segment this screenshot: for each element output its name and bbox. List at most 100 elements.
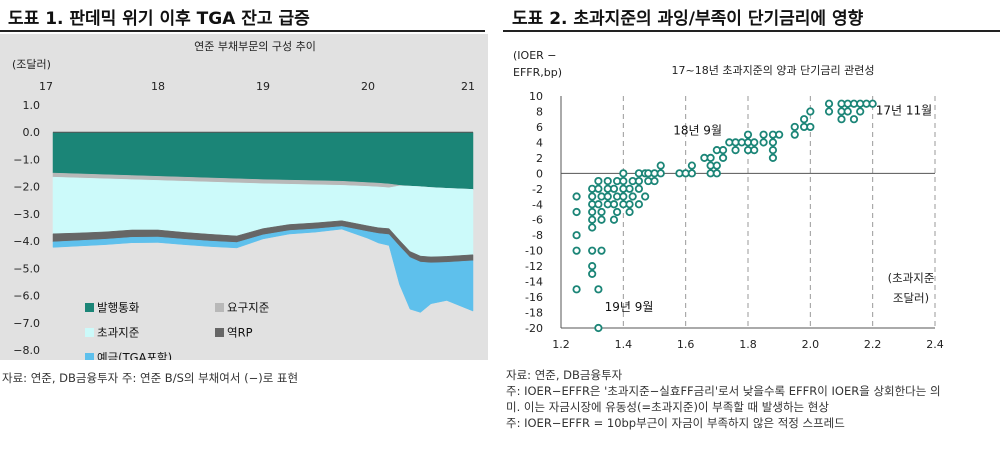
scatter-point xyxy=(572,285,581,294)
scatter-point xyxy=(768,153,778,162)
right-x-tick: 2.0 xyxy=(802,338,820,351)
right-y-tick: 2 xyxy=(536,152,543,165)
scatter-point xyxy=(619,176,628,186)
scatter-point xyxy=(712,169,721,178)
scatter-point xyxy=(619,169,628,178)
right-note-line-1: 자료: 연준, DB금융투자 xyxy=(506,368,623,382)
right-y-tick: -20 xyxy=(525,322,543,335)
right-x-unit-label-line1: (초과지준 xyxy=(888,271,935,285)
scatter-point xyxy=(743,130,753,139)
left-y-tick: −1.0 xyxy=(13,153,40,166)
left-legend-swatch xyxy=(215,303,224,312)
left-panel-title: 도표 1. 판데믹 위기 이후 TGA 잔고 급증 xyxy=(8,9,310,29)
left-y-tick: −7.0 xyxy=(13,317,40,330)
scatter-point xyxy=(799,115,809,124)
scatter-point xyxy=(609,215,619,224)
left-chart-title: 연준 부채부문의 구성 추이 xyxy=(194,40,316,53)
scatter-point xyxy=(634,176,644,186)
right-note-line-4: 주: IOER−EFFR = 10bp부근이 자금이 부족하지 않은 적정 스프… xyxy=(506,416,845,430)
scatter-point xyxy=(588,192,597,201)
scatter-point xyxy=(625,184,634,193)
right-y-tick-labels: 10 8 6 4 2 0 -2 -4 -6 -8 -10 -12 -14 -16 -18 -20 xyxy=(525,90,543,335)
right-plot-background xyxy=(503,34,997,360)
scatter-point xyxy=(775,130,784,139)
right-y-tick: -16 xyxy=(525,291,543,304)
left-title-rule xyxy=(0,30,485,32)
scatter-point xyxy=(628,192,637,201)
right-x-tick: 1.8 xyxy=(739,338,757,351)
right-source-notes: 자료: 연준, DB금융투자 주: IOER−EFFR은 '초과지준−실효FF금… xyxy=(506,367,998,431)
left-area-chart: 연준 부채부문의 구성 추이 (조달러) 17 18 19 20 21 1.0 0.0 −1… xyxy=(0,34,488,360)
right-chart-title: 17~18년 초과지준의 양과 단기금리 관련성 xyxy=(672,64,875,77)
left-legend-swatch xyxy=(85,328,94,337)
scatter-point xyxy=(619,192,628,201)
right-scatter-points xyxy=(572,99,877,333)
scatter-point xyxy=(790,130,799,139)
left-y-tick: −6.0 xyxy=(13,290,40,303)
scatter-point xyxy=(868,99,877,108)
right-annotation: 19년 9월 xyxy=(605,300,654,314)
left-y-tick: −4.0 xyxy=(13,235,40,248)
right-y-unit-label-line2: EFFR,bp) xyxy=(513,66,562,79)
scatter-point xyxy=(594,285,603,294)
scatter-point xyxy=(588,269,597,278)
left-y-tick: −8.0 xyxy=(13,344,40,357)
scatter-point xyxy=(625,207,634,217)
right-annotation: 17년 11월 xyxy=(876,104,932,118)
scatter-point xyxy=(768,146,778,155)
scatter-point xyxy=(731,146,740,155)
scatter-point xyxy=(750,146,759,155)
left-x-tick-labels: 17 18 19 20 21 xyxy=(39,80,475,93)
left-y-tick: 0.0 xyxy=(23,126,41,139)
right-y-tick: -2 xyxy=(532,183,543,196)
right-y-tick: 4 xyxy=(536,136,543,149)
right-y-tick: -12 xyxy=(525,260,543,273)
scatter-point xyxy=(597,246,606,255)
scatter-point xyxy=(759,130,768,139)
left-area-예금(TGA포함) xyxy=(52,226,474,313)
scatter-point xyxy=(594,176,603,186)
scatter-point xyxy=(790,122,799,132)
right-annotation: 18년 9월 xyxy=(673,124,722,138)
left-y-tick-labels: 1.0 0.0 −1.0 −2.0 −3.0 −4.0 −5.0 −6.0 −7.0 −8.0 xyxy=(13,99,40,357)
right-x-tick-labels: 1.2 1.4 1.6 1.8 2.0 2.2 2.4 xyxy=(552,338,944,351)
right-y-tick: -18 xyxy=(525,307,543,320)
scatter-point xyxy=(759,138,768,147)
scatter-point xyxy=(594,184,603,193)
left-legend-swatch xyxy=(215,328,224,337)
scatter-point xyxy=(768,138,778,147)
scatter-point xyxy=(806,122,815,132)
right-x-unit-label-line2: 조달러) xyxy=(893,291,929,305)
right-y-tick: 8 xyxy=(536,105,543,118)
scatter-point xyxy=(641,192,650,201)
scatter-point xyxy=(588,262,597,271)
scatter-point xyxy=(634,200,644,209)
scatter-point xyxy=(572,207,581,217)
scatter-point xyxy=(843,107,852,116)
right-x-tick: 1.6 xyxy=(677,338,695,351)
left-stacked-areas xyxy=(52,131,474,313)
scatter-point xyxy=(750,138,759,147)
right-x-tick: 2.4 xyxy=(926,338,944,351)
left-y-tick: −5.0 xyxy=(13,262,40,275)
left-y-tick: −3.0 xyxy=(13,208,40,221)
scatter-point xyxy=(656,161,665,170)
right-title-rule xyxy=(503,30,1000,32)
left-legend-label: 역RP xyxy=(227,326,253,340)
scatter-point xyxy=(588,223,597,232)
scatter-point xyxy=(597,215,606,224)
right-y-tick: -14 xyxy=(525,276,543,289)
left-x-tick-21: 21 xyxy=(461,80,475,93)
scatter-point xyxy=(824,107,834,116)
scatter-point xyxy=(687,169,696,178)
scatter-point xyxy=(597,207,606,217)
left-x-tick-19: 19 xyxy=(256,80,270,93)
scatter-point xyxy=(588,207,597,217)
right-y-tick: -4 xyxy=(532,198,543,211)
right-annotations: 17년 11월 18년 9월 19년 9월 xyxy=(605,104,933,314)
right-scatter-chart: 17~18년 초과지준의 양과 단기금리 관련성 (IOER − EFFR,bp… xyxy=(503,34,997,360)
scatter-point xyxy=(706,153,715,162)
scatter-point xyxy=(572,192,581,201)
right-y-tick: 6 xyxy=(536,121,543,134)
